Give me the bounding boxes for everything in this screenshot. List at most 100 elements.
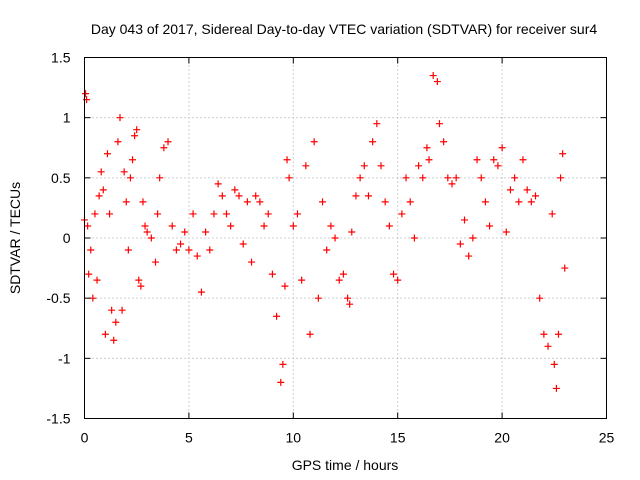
data-point bbox=[306, 330, 314, 338]
data-point bbox=[279, 360, 287, 368]
data-point bbox=[293, 210, 301, 218]
data-point bbox=[95, 192, 103, 200]
data-point bbox=[373, 120, 381, 128]
data-point bbox=[285, 174, 293, 182]
data-point bbox=[498, 144, 506, 152]
data-point bbox=[172, 246, 180, 254]
data-point bbox=[550, 360, 558, 368]
data-point bbox=[160, 144, 168, 152]
data-point bbox=[181, 228, 189, 236]
data-point bbox=[523, 186, 531, 194]
data-point bbox=[314, 294, 322, 302]
axis-ticks bbox=[84, 57, 607, 419]
y-tick-label: 1 bbox=[63, 110, 71, 126]
data-point bbox=[506, 186, 514, 194]
data-point bbox=[106, 210, 114, 218]
data-point bbox=[481, 198, 489, 206]
data-point bbox=[268, 270, 276, 278]
data-point bbox=[532, 192, 540, 200]
data-point bbox=[473, 156, 481, 164]
data-point bbox=[339, 270, 347, 278]
data-point bbox=[456, 240, 464, 248]
x-tick-label: 10 bbox=[286, 430, 302, 446]
data-point bbox=[103, 150, 111, 158]
y-tick-labels: -1.5 -1 -0.5 0 0.5 1 1.5 bbox=[46, 50, 70, 427]
data-point bbox=[118, 306, 126, 314]
data-point bbox=[87, 246, 95, 254]
x-tick-label: 20 bbox=[494, 430, 510, 446]
data-point bbox=[264, 210, 272, 218]
y-tick-label: 1.5 bbox=[51, 50, 71, 66]
data-point bbox=[129, 156, 137, 164]
data-point bbox=[410, 234, 418, 242]
data-point bbox=[494, 162, 502, 170]
data-point bbox=[108, 306, 116, 314]
x-axis-label: GPS time / hours bbox=[292, 457, 399, 473]
data-point bbox=[429, 72, 437, 80]
data-point bbox=[557, 174, 565, 182]
y-tick-label: -1.5 bbox=[46, 411, 70, 427]
data-point bbox=[360, 162, 368, 170]
data-point bbox=[377, 162, 385, 170]
data-point bbox=[82, 90, 90, 98]
data-point bbox=[433, 78, 441, 86]
data-point bbox=[477, 174, 485, 182]
data-point bbox=[110, 336, 118, 344]
data-point bbox=[89, 294, 97, 302]
data-point bbox=[84, 222, 92, 230]
data-point bbox=[331, 234, 339, 242]
data-point bbox=[344, 294, 352, 302]
data-point bbox=[116, 114, 124, 122]
data-point bbox=[289, 222, 297, 230]
x-tick-label: 25 bbox=[599, 430, 615, 446]
data-point bbox=[461, 216, 469, 224]
data-point bbox=[252, 192, 260, 200]
data-point bbox=[112, 318, 120, 326]
y-tick-label: -0.5 bbox=[46, 290, 70, 306]
data-point bbox=[346, 300, 354, 308]
data-point bbox=[423, 144, 431, 152]
data-point bbox=[99, 186, 107, 194]
data-point bbox=[502, 228, 510, 236]
data-point bbox=[185, 246, 193, 254]
data-point bbox=[511, 174, 519, 182]
data-point bbox=[91, 210, 99, 218]
y-tick-label: 0 bbox=[63, 230, 71, 246]
data-point bbox=[206, 246, 214, 254]
data-point bbox=[364, 192, 372, 200]
data-point bbox=[554, 330, 562, 338]
y-tick-label: -1 bbox=[58, 350, 71, 366]
data-point bbox=[126, 174, 134, 182]
data-points bbox=[81, 72, 569, 392]
data-point bbox=[197, 288, 205, 296]
data-point bbox=[214, 180, 222, 188]
data-point bbox=[548, 210, 556, 218]
data-point bbox=[177, 240, 185, 248]
data-point bbox=[151, 258, 159, 266]
data-point bbox=[227, 222, 235, 230]
data-point bbox=[202, 228, 210, 236]
data-point bbox=[122, 198, 130, 206]
data-point bbox=[168, 222, 176, 230]
data-point bbox=[406, 198, 414, 206]
data-point bbox=[139, 198, 147, 206]
data-point bbox=[440, 138, 448, 146]
data-point bbox=[398, 210, 406, 218]
data-point bbox=[435, 120, 443, 128]
data-point bbox=[536, 294, 544, 302]
data-point bbox=[419, 174, 427, 182]
data-point bbox=[415, 162, 423, 170]
data-point bbox=[93, 276, 101, 284]
data-point bbox=[147, 234, 155, 242]
x-tick-label: 5 bbox=[185, 430, 193, 446]
data-point bbox=[156, 174, 164, 182]
data-point bbox=[544, 342, 552, 350]
data-point bbox=[352, 192, 360, 200]
data-point bbox=[164, 138, 172, 146]
data-point bbox=[561, 264, 569, 272]
data-point bbox=[515, 198, 523, 206]
data-point bbox=[469, 234, 477, 242]
y-axis-label: SDTVAR / TECUs bbox=[7, 182, 23, 294]
data-point bbox=[310, 138, 318, 146]
y-tick-label: 0.5 bbox=[51, 170, 71, 186]
